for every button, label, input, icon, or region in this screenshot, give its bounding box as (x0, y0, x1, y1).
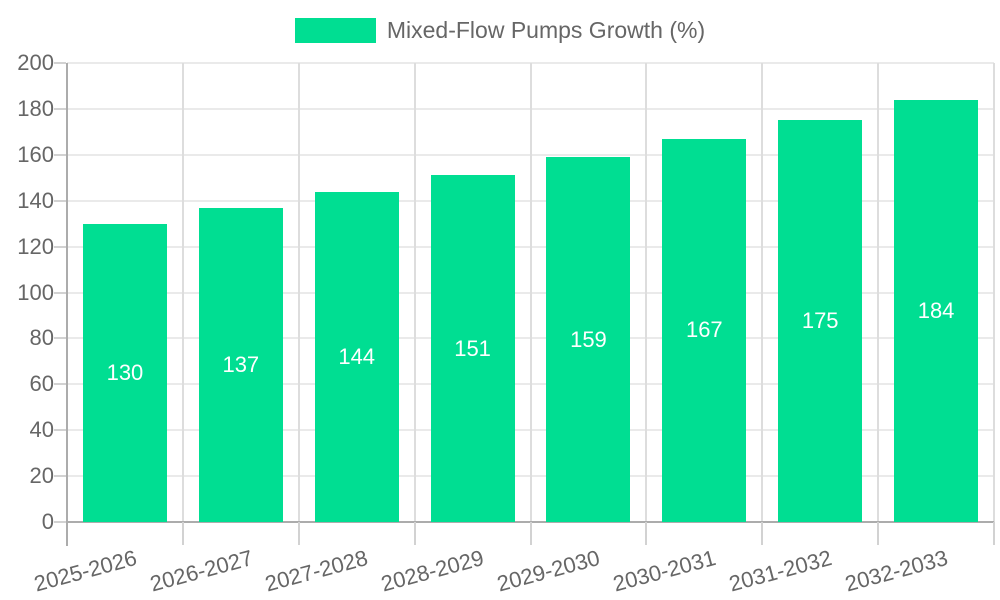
y-tick-label: 60 (29, 371, 54, 397)
bar-value-label: 167 (685, 317, 723, 343)
x-tick-mark (181, 522, 184, 545)
y-tick-mark (54, 62, 66, 64)
v-gridline (297, 63, 300, 522)
bar-value-label: 175 (801, 308, 839, 334)
bar (198, 207, 283, 522)
bar (662, 138, 747, 522)
y-tick-label: 120 (17, 233, 54, 259)
bar-value-label: 137 (222, 351, 260, 377)
x-tick-label: 2032-2033 (842, 545, 951, 597)
legend-swatch (294, 18, 376, 43)
legend-label: Mixed-Flow Pumps Growth (%) (386, 17, 706, 43)
y-tick-mark (54, 521, 66, 523)
bar-value-label: 144 (338, 343, 376, 369)
x-tick-mark (761, 522, 764, 545)
y-tick-label: 100 (17, 279, 54, 305)
y-tick-mark (54, 429, 66, 432)
y-tick-mark (54, 199, 66, 202)
v-gridline (529, 63, 532, 522)
y-tick-label: 160 (17, 141, 54, 167)
bar-value-label: 151 (454, 335, 491, 361)
x-tick-label: 2030-2031 (610, 545, 719, 597)
bar (894, 99, 979, 522)
y-tick-mark (54, 291, 66, 294)
bar (314, 191, 399, 522)
v-gridline (181, 63, 184, 522)
y-tick-label: 80 (29, 325, 54, 351)
y-axis-line (66, 63, 68, 546)
y-tick-label: 0 (41, 509, 54, 534)
x-tick-label: 2025-2026 (31, 545, 140, 597)
y-tick-mark (54, 107, 66, 110)
bar-value-label: 130 (106, 359, 144, 385)
x-tick-label: 2027-2028 (262, 545, 371, 597)
chart-legend: Mixed-Flow Pumps Growth (%) (0, 18, 1000, 43)
y-tick-label: 180 (17, 95, 54, 121)
bar (430, 175, 515, 522)
bar-value-label: 184 (917, 297, 955, 323)
y-tick-mark (54, 475, 66, 478)
v-gridline (645, 63, 648, 522)
v-gridline (413, 63, 416, 522)
bar-value-label: 159 (570, 326, 607, 352)
bar (82, 223, 167, 522)
y-tick-mark (54, 337, 66, 340)
y-tick-label: 20 (29, 463, 54, 489)
x-tick-label: 2028-2029 (378, 545, 487, 597)
x-tick-mark (529, 522, 532, 545)
plot-right-border (993, 63, 995, 522)
y-tick-mark (54, 153, 66, 156)
v-gridline (877, 63, 880, 522)
bar (778, 120, 863, 522)
y-tick-mark (54, 383, 66, 386)
y-tick-label: 40 (29, 417, 54, 443)
v-gridline (761, 63, 764, 522)
x-tick-mark (297, 522, 300, 545)
x-tick-label: 2026-2027 (146, 545, 256, 597)
x-tick-mark (645, 522, 648, 545)
y-tick-mark (54, 245, 66, 248)
x-tick-label: 2031-2032 (726, 545, 835, 597)
y-tick-label: 140 (17, 187, 54, 213)
x-tick-mark (413, 522, 416, 545)
x-tick-mark (877, 522, 880, 545)
y-tick-label: 200 (17, 50, 54, 75)
x-tick-mark (993, 522, 995, 545)
bar (546, 157, 631, 522)
x-tick-label: 2029-2030 (494, 545, 603, 597)
